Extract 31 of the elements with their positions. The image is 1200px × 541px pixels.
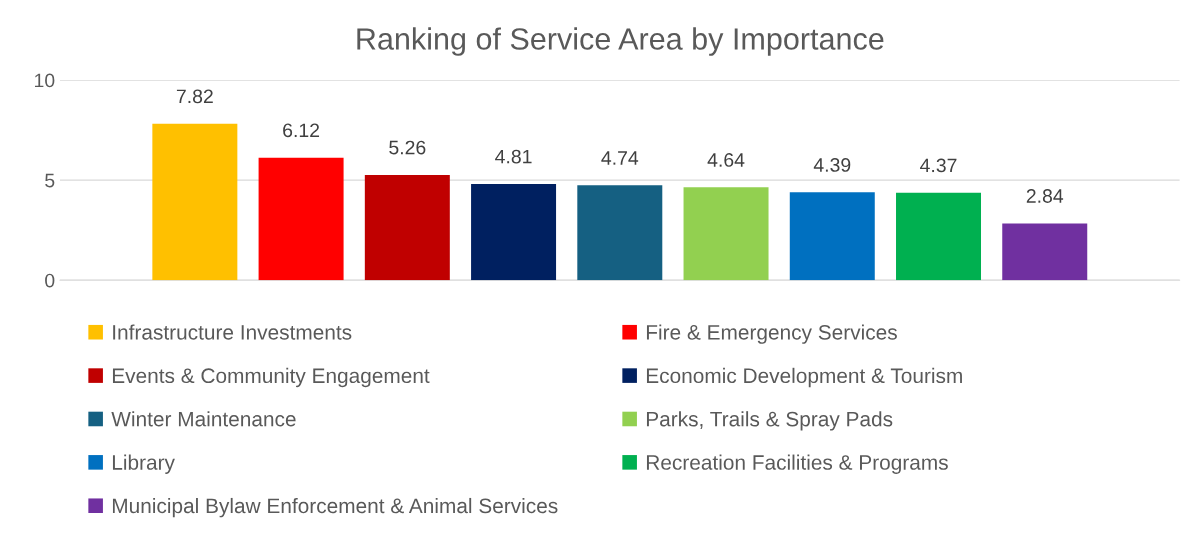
bar bbox=[152, 123, 238, 281]
chart-title: Ranking of Service Area by Importance bbox=[357, 27, 884, 56]
bar bbox=[1002, 223, 1088, 281]
legend-label: Recreation Facilities & Programs bbox=[646, 454, 948, 474]
legend-label: Fire & Emergency Services bbox=[646, 324, 897, 344]
data-label: 4.64 bbox=[707, 153, 745, 167]
legend-label: Infrastructure Investments bbox=[113, 324, 352, 340]
data-label: 4.74 bbox=[601, 151, 639, 165]
bar bbox=[896, 192, 982, 281]
legend-label: Winter Maintenance bbox=[111, 411, 296, 427]
legend-label: Library bbox=[112, 454, 175, 474]
data-label: 4.37 bbox=[920, 158, 957, 173]
legend-label: Events & Community Engagement bbox=[112, 367, 430, 388]
data-label: 2.84 bbox=[1026, 189, 1064, 203]
data-label: 6.12 bbox=[283, 123, 320, 138]
legend-label: Parks, Trails & Spray Pads bbox=[646, 411, 893, 431]
legend-label: Economic Development & Tourism bbox=[646, 367, 962, 388]
y-tick-label: 10 bbox=[35, 73, 55, 88]
bar bbox=[364, 174, 450, 281]
legend-label: Municipal Bylaw Enforcement & Animal Services bbox=[112, 497, 558, 518]
y-tick-label: 0 bbox=[45, 273, 55, 288]
data-label: 7.82 bbox=[176, 89, 213, 104]
data-label: 4.81 bbox=[495, 149, 532, 164]
bar bbox=[471, 183, 557, 281]
y-tick-label: 5 bbox=[45, 173, 55, 188]
bar bbox=[789, 192, 875, 281]
bar bbox=[683, 187, 769, 281]
bar bbox=[258, 157, 344, 281]
data-label: 5.26 bbox=[389, 140, 426, 155]
bar bbox=[577, 185, 663, 281]
data-label: 4.39 bbox=[813, 158, 851, 172]
